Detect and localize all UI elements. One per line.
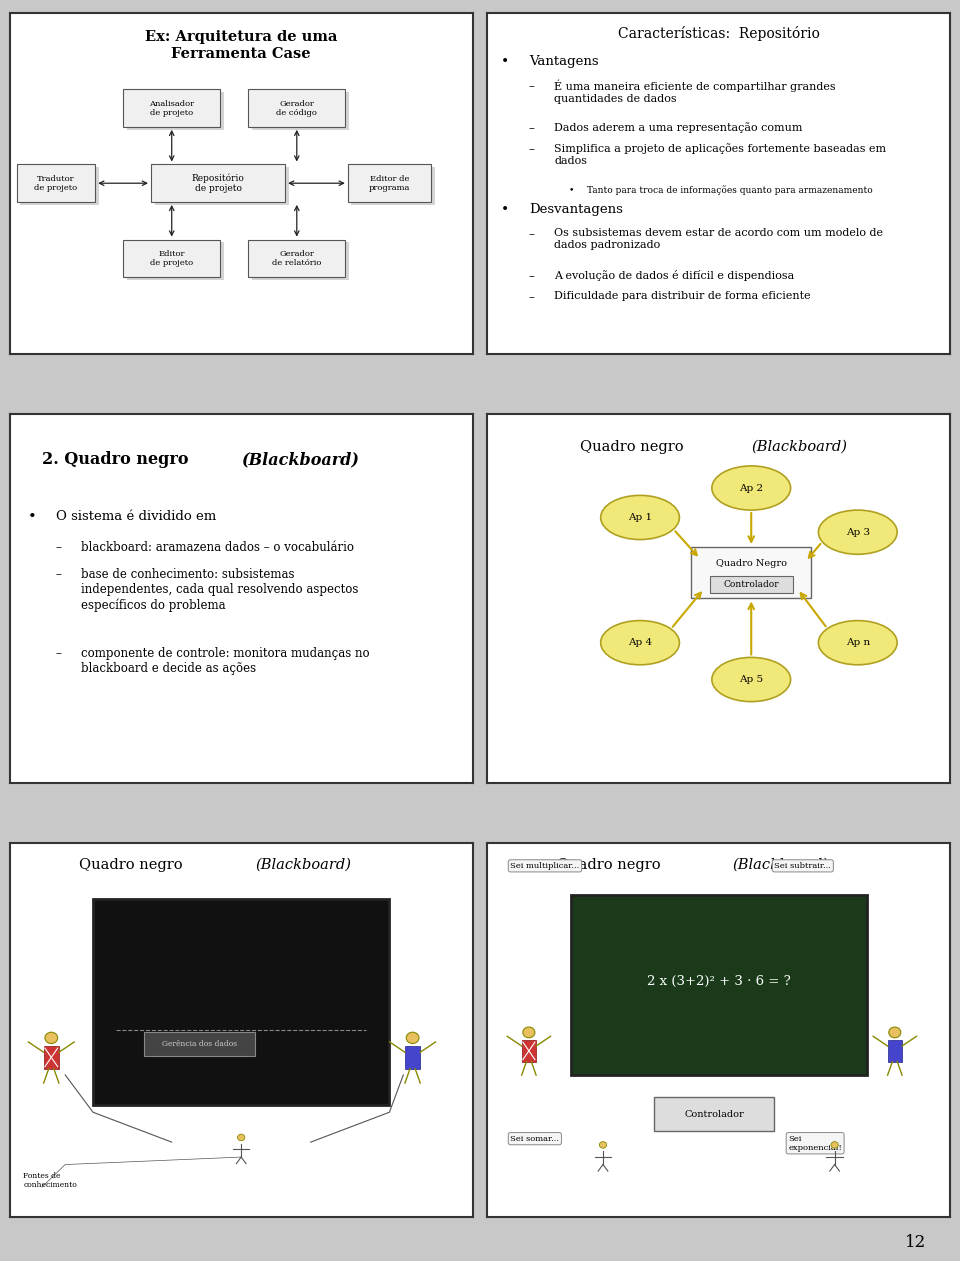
FancyBboxPatch shape: [405, 1047, 420, 1068]
Text: –: –: [56, 567, 61, 581]
Text: •: •: [568, 185, 574, 194]
Ellipse shape: [45, 1033, 58, 1044]
Text: Controlador: Controlador: [724, 580, 779, 589]
Text: (Blackboard): (Blackboard): [255, 857, 351, 873]
Text: A evolução de dados é difícil e dispendiosa: A evolução de dados é difícil e dispendi…: [554, 270, 795, 281]
Text: blackboard: aramazena dados – o vocabulário: blackboard: aramazena dados – o vocabulá…: [82, 541, 354, 555]
FancyBboxPatch shape: [570, 895, 867, 1074]
Text: Desvantagens: Desvantagens: [529, 203, 623, 217]
Text: –: –: [529, 228, 535, 241]
FancyBboxPatch shape: [16, 164, 95, 202]
FancyBboxPatch shape: [127, 242, 224, 280]
Text: Editor de
programa: Editor de programa: [369, 174, 410, 192]
Ellipse shape: [818, 511, 898, 555]
Ellipse shape: [406, 1033, 419, 1044]
Text: Características:  Repositório: Características: Repositório: [618, 26, 820, 42]
FancyBboxPatch shape: [20, 168, 99, 204]
FancyBboxPatch shape: [144, 1031, 255, 1057]
FancyBboxPatch shape: [348, 164, 431, 202]
Text: componente de controle: monitora mudanças no
blackboard e decide as ações: componente de controle: monitora mudança…: [82, 647, 370, 676]
Text: Fontes de
conhecimento: Fontes de conhecimento: [23, 1171, 77, 1189]
Text: Controlador: Controlador: [684, 1110, 744, 1119]
Text: Dificuldade para distribuir de forma eficiente: Dificuldade para distribuir de forma efi…: [554, 291, 811, 301]
FancyBboxPatch shape: [123, 90, 221, 127]
Ellipse shape: [599, 1141, 607, 1149]
Text: É uma maneira eficiente de compartilhar grandes
quantidades de dados: É uma maneira eficiente de compartilhar …: [554, 79, 836, 103]
Text: Quadro negro: Quadro negro: [557, 857, 665, 873]
FancyBboxPatch shape: [521, 1040, 536, 1062]
Text: 12: 12: [905, 1235, 926, 1251]
Text: Ap 3: Ap 3: [846, 527, 870, 537]
FancyBboxPatch shape: [248, 90, 346, 127]
Text: Ex: Arquitetura de uma
Ferramenta Case: Ex: Arquitetura de uma Ferramenta Case: [145, 30, 337, 61]
Text: Dados aderem a uma representação comum: Dados aderem a uma representação comum: [554, 122, 803, 132]
Ellipse shape: [889, 1026, 900, 1038]
Text: (Blackboard): (Blackboard): [752, 440, 848, 454]
Text: Editor
de projeto: Editor de projeto: [150, 250, 193, 267]
FancyBboxPatch shape: [351, 168, 435, 204]
FancyBboxPatch shape: [123, 240, 221, 277]
FancyBboxPatch shape: [888, 1040, 902, 1062]
Ellipse shape: [818, 620, 898, 665]
Text: Gerador
de relatório: Gerador de relatório: [272, 250, 322, 267]
Text: Gerador
de código: Gerador de código: [276, 100, 317, 117]
FancyBboxPatch shape: [709, 576, 793, 593]
Text: •: •: [28, 511, 36, 525]
Text: Tradutor
de projeto: Tradutor de projeto: [35, 174, 78, 192]
Ellipse shape: [831, 1141, 838, 1149]
Text: –: –: [529, 79, 535, 93]
Text: Analisador
de projeto: Analisador de projeto: [149, 100, 194, 117]
Ellipse shape: [601, 620, 680, 665]
Text: Quadro negro: Quadro negro: [79, 857, 187, 873]
FancyBboxPatch shape: [252, 92, 349, 130]
Text: (Blackboard): (Blackboard): [732, 857, 828, 873]
FancyBboxPatch shape: [654, 1097, 775, 1131]
Text: Sei subtrair...: Sei subtrair...: [775, 861, 831, 870]
Text: Quadro negro: Quadro negro: [580, 440, 688, 454]
Text: Sei
exponencial!: Sei exponencial!: [788, 1135, 842, 1151]
Text: Tanto para troca de informações quanto para armazenamento: Tanto para troca de informações quanto p…: [587, 185, 873, 195]
Text: Ap 4: Ap 4: [628, 638, 652, 647]
Text: –: –: [529, 270, 535, 284]
Ellipse shape: [712, 657, 791, 701]
Ellipse shape: [601, 496, 680, 540]
Text: –: –: [56, 541, 61, 555]
Text: Repositório
de projeto: Repositório de projeto: [192, 173, 245, 193]
Text: Vantagens: Vantagens: [529, 55, 598, 68]
FancyBboxPatch shape: [248, 240, 346, 277]
Text: Ap 5: Ap 5: [739, 675, 763, 683]
Text: 2. Quadro negro: 2. Quadro negro: [42, 451, 194, 468]
Text: Ap 2: Ap 2: [739, 483, 763, 493]
Ellipse shape: [523, 1026, 535, 1038]
Text: Ap n: Ap n: [846, 638, 870, 647]
Text: –: –: [529, 291, 535, 304]
Text: •: •: [501, 203, 510, 217]
Text: –: –: [56, 647, 61, 661]
FancyBboxPatch shape: [127, 92, 224, 130]
Text: (Blackboard): (Blackboard): [241, 451, 359, 468]
Text: Sei multiplicar...: Sei multiplicar...: [511, 861, 580, 870]
FancyBboxPatch shape: [43, 1047, 59, 1068]
Text: –: –: [529, 122, 535, 135]
Text: base de conhecimento: subsistemas
independentes, cada qual resolvendo aspectos
e: base de conhecimento: subsistemas indepe…: [82, 567, 359, 612]
FancyBboxPatch shape: [691, 547, 811, 599]
Text: Os subsistemas devem estar de acordo com um modelo de
dados padronizado: Os subsistemas devem estar de acordo com…: [554, 228, 883, 250]
FancyBboxPatch shape: [155, 168, 289, 204]
FancyBboxPatch shape: [252, 242, 349, 280]
Text: Quadro Negro: Quadro Negro: [716, 559, 787, 567]
Text: •: •: [501, 55, 510, 69]
Text: 2 x (3+2)² + 3 · 6 = ?: 2 x (3+2)² + 3 · 6 = ?: [647, 975, 791, 987]
FancyBboxPatch shape: [151, 164, 285, 202]
Ellipse shape: [712, 465, 791, 511]
Text: O sistema é dividido em: O sistema é dividido em: [56, 511, 216, 523]
Text: Simplifica a projeto de aplicações fortemente baseadas em
dados: Simplifica a projeto de aplicações forte…: [554, 144, 886, 165]
Text: Ap 1: Ap 1: [628, 513, 652, 522]
Ellipse shape: [237, 1134, 245, 1141]
Text: Gerência dos dados: Gerência dos dados: [162, 1040, 237, 1048]
FancyBboxPatch shape: [93, 899, 390, 1105]
Text: Sei somar...: Sei somar...: [511, 1135, 560, 1142]
Text: –: –: [529, 144, 535, 156]
